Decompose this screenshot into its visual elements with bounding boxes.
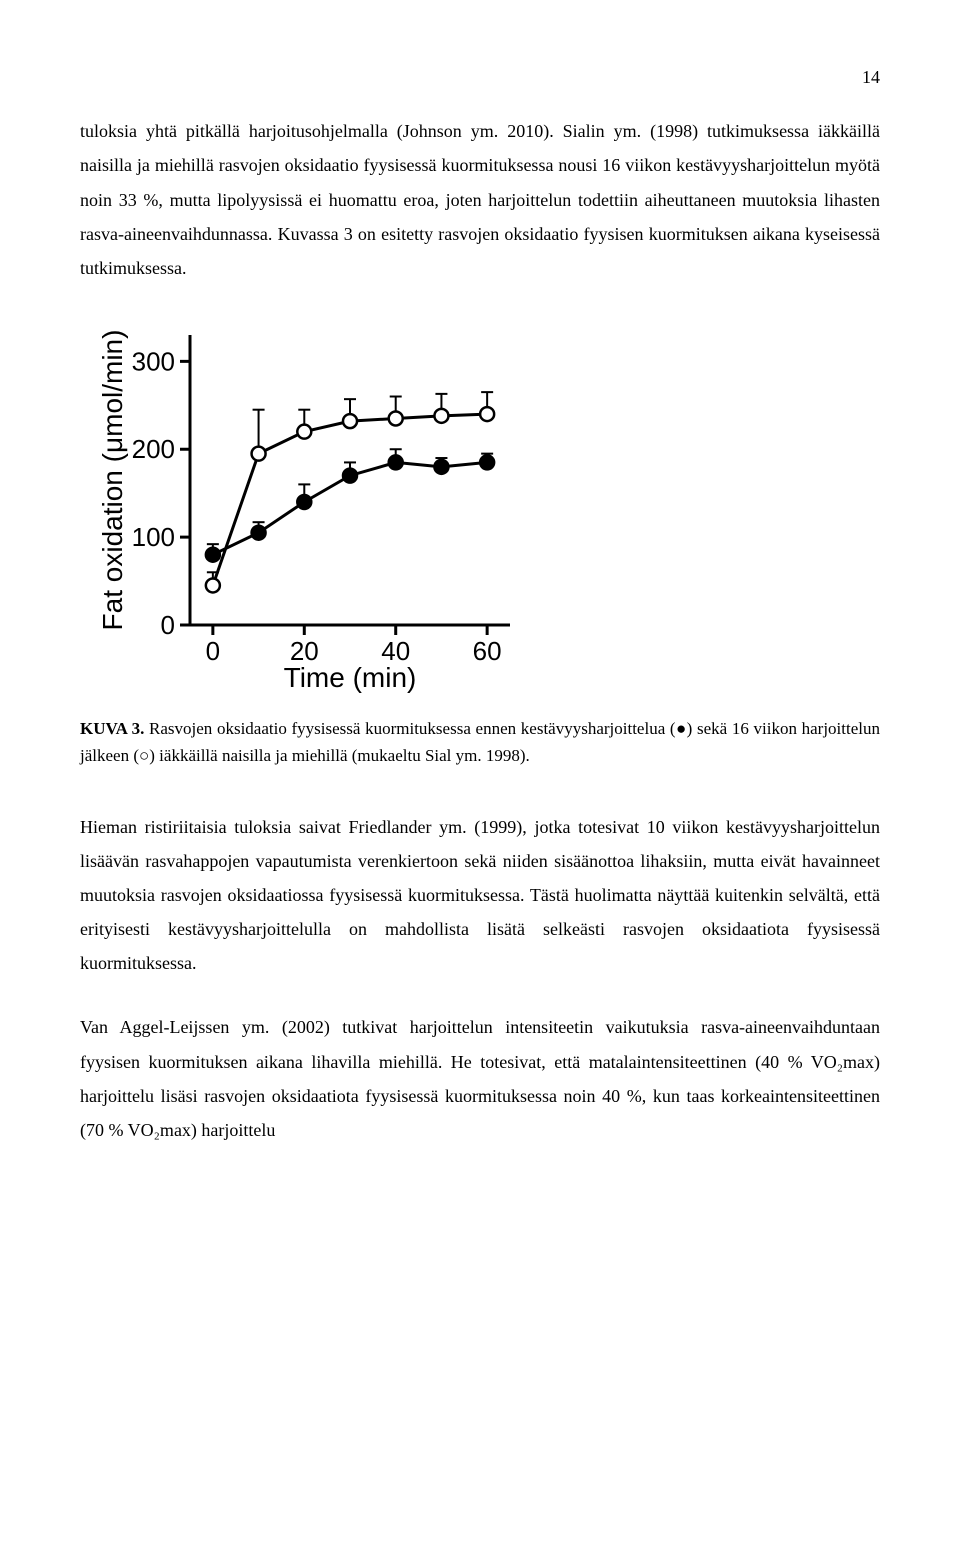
- figure-caption-text: Rasvojen oksidaatio fyysisessä kuormituk…: [80, 719, 880, 765]
- paragraph-3: Van Aggel-Leijssen ym. (2002) tutkivat h…: [80, 1010, 880, 1147]
- svg-text:0: 0: [161, 610, 175, 640]
- svg-text:200: 200: [132, 434, 175, 464]
- svg-text:60: 60: [473, 636, 502, 666]
- svg-text:Time (min): Time (min): [284, 662, 417, 693]
- svg-text:300: 300: [132, 346, 175, 376]
- paragraph-2: Hieman ristiriitaisia tuloksia saivat Fr…: [80, 810, 880, 981]
- fat-oxidation-chart: 01002003000204060Time (min)Fat oxidation…: [80, 315, 880, 695]
- paragraph-1: tuloksia yhtä pitkällä harjoitusohjelmal…: [80, 114, 880, 285]
- chart-svg: 01002003000204060Time (min)Fat oxidation…: [100, 315, 530, 695]
- svg-text:0: 0: [206, 636, 220, 666]
- figure-label: KUVA 3.: [80, 719, 149, 738]
- svg-text:Fat oxidation (μmol/min): Fat oxidation (μmol/min): [100, 330, 128, 631]
- page-number: 14: [80, 60, 880, 94]
- svg-text:100: 100: [132, 522, 175, 552]
- figure-3-caption: KUVA 3. Rasvojen oksidaatio fyysisessä k…: [80, 715, 880, 769]
